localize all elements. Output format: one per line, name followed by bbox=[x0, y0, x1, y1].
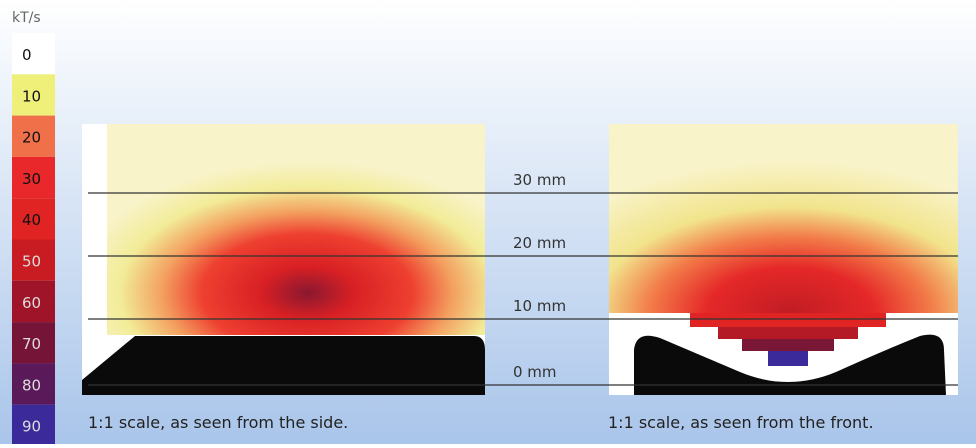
legend-label: 10 bbox=[22, 87, 41, 105]
height-label: 10 mm bbox=[513, 297, 566, 315]
heatmap-step bbox=[718, 327, 858, 339]
caption: 1:1 scale, as seen from the side. bbox=[88, 413, 348, 432]
height-label: 20 mm bbox=[513, 234, 566, 252]
legend-label: 50 bbox=[22, 253, 41, 271]
heatmap-step bbox=[742, 339, 834, 351]
legend-swatch bbox=[12, 239, 55, 281]
shape bbox=[82, 336, 485, 395]
legend-label: 20 bbox=[22, 129, 41, 147]
legend-swatch bbox=[12, 156, 55, 199]
heatmap bbox=[609, 124, 958, 313]
heatmap-step bbox=[690, 313, 886, 327]
legend-label: 60 bbox=[22, 294, 41, 312]
legend-swatch bbox=[12, 363, 55, 405]
legend-label: 90 bbox=[22, 418, 41, 436]
legend-swatch bbox=[12, 33, 55, 75]
heatmap bbox=[107, 124, 485, 335]
caption: 1:1 scale, as seen from the front. bbox=[608, 413, 874, 432]
legend-label: 40 bbox=[22, 211, 41, 229]
legend-label: 80 bbox=[22, 376, 41, 394]
legend: 0 10 20 30 40 50 60 70 80 90 bbox=[12, 33, 55, 446]
legend-label: 70 bbox=[22, 335, 41, 353]
height-lines: 30 mm 20 mm 10 mm 0 mm bbox=[88, 171, 958, 386]
legend-swatch bbox=[12, 198, 55, 240]
legend-swatch bbox=[12, 404, 55, 446]
legend-swatch bbox=[12, 115, 55, 157]
legend-label: 0 bbox=[22, 46, 32, 64]
legend-swatch bbox=[12, 280, 55, 323]
height-label: 30 mm bbox=[513, 171, 566, 189]
shape bbox=[634, 334, 946, 395]
legend-unit: kT/s bbox=[12, 10, 41, 26]
legend-swatch bbox=[12, 322, 55, 364]
heatmap-step bbox=[768, 351, 808, 366]
legend-label: 30 bbox=[22, 170, 41, 188]
legend-swatch bbox=[12, 74, 55, 116]
height-label: 0 mm bbox=[513, 363, 557, 381]
